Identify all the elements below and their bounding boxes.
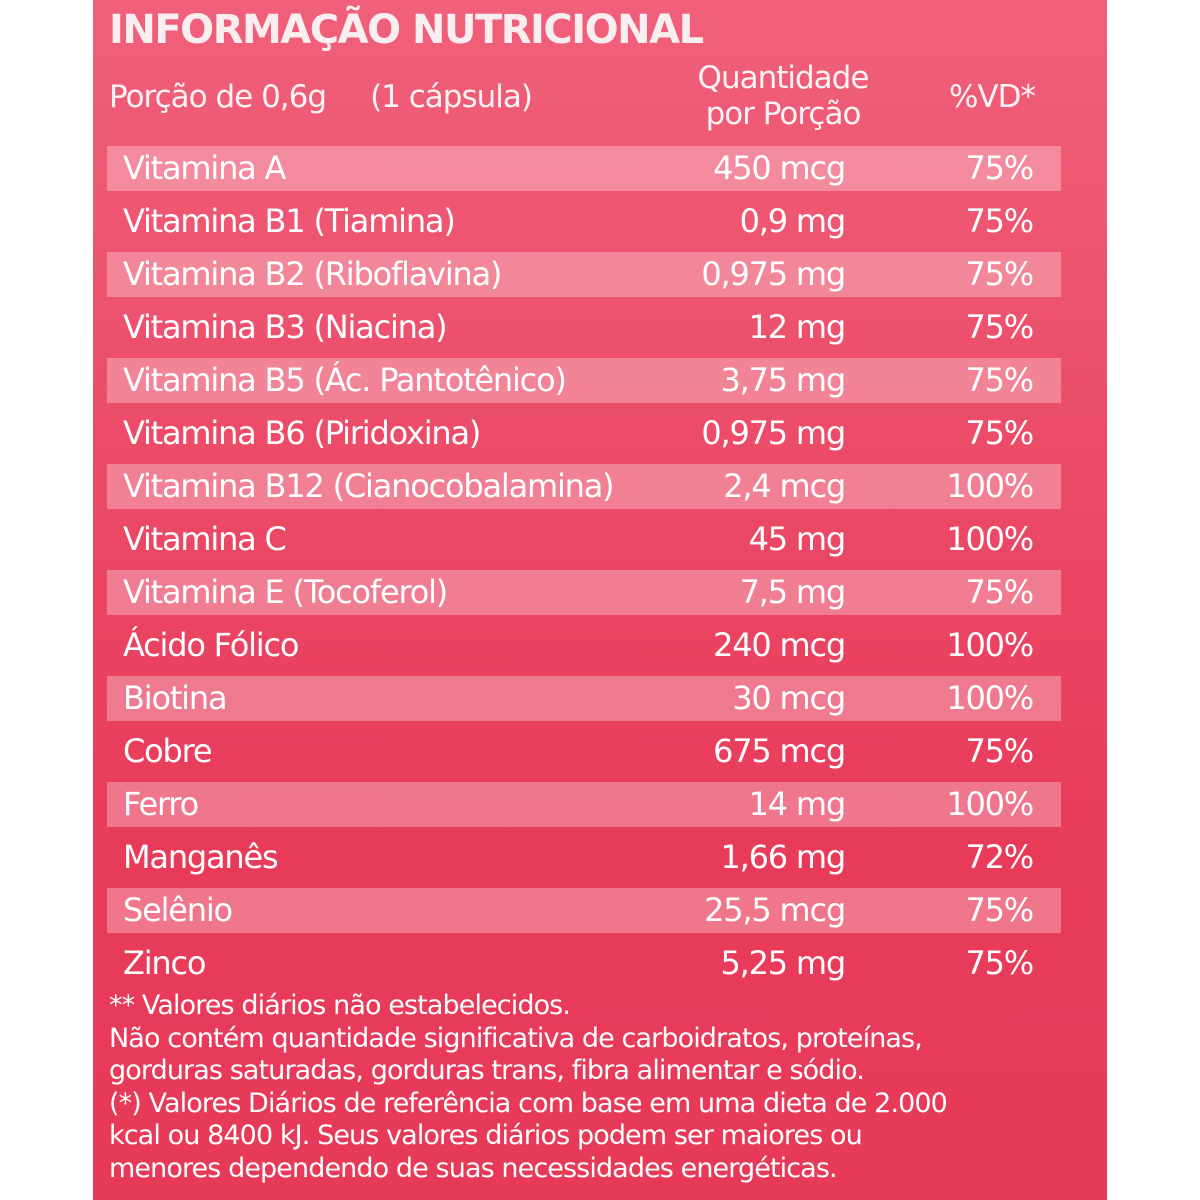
table-row: Vitamina B1 (Tiamina) 0,9 mg 75% xyxy=(107,199,1061,244)
table-row: Biotina 30 mcg 100% xyxy=(107,676,1061,721)
nutrient-daily-value: 75% xyxy=(965,732,1034,770)
nutrient-daily-value: 75% xyxy=(965,944,1034,982)
nutrient-amount: 3,75 mg xyxy=(720,361,846,399)
nutrient-name: Vitamina B5 (Ác. Pantotênico) xyxy=(123,361,567,399)
table-row: Vitamina B3 (Niacina) 12 mg 75% xyxy=(107,305,1061,350)
panel-title: INFORMAÇÃO NUTRICIONAL xyxy=(109,7,704,53)
nutrition-facts-panel: INFORMAÇÃO NUTRICIONAL Porção de 0,6g (1 … xyxy=(93,0,1107,1200)
nutrient-daily-value: 72% xyxy=(965,838,1034,876)
nutrient-daily-value: 100% xyxy=(946,785,1034,823)
table-row: Vitamina B2 (Riboflavina) 0,975 mg 75% xyxy=(107,252,1061,297)
nutrient-daily-value: 75% xyxy=(965,149,1034,187)
nutrient-amount: 675 mcg xyxy=(713,732,846,770)
nutrient-daily-value: 75% xyxy=(965,361,1034,399)
nutrient-name: Vitamina B6 (Piridoxina) xyxy=(123,414,481,452)
table-row: Zinco 5,25 mg 75% xyxy=(107,941,1061,986)
nutrient-amount: 0,975 mg xyxy=(701,255,846,293)
nutrient-daily-value: 75% xyxy=(965,891,1034,929)
nutrient-amount: 240 mcg xyxy=(713,626,846,664)
nutrient-amount: 1,66 mg xyxy=(720,838,846,876)
nutrient-daily-value: 75% xyxy=(965,414,1034,452)
nutrient-name: Vitamina B3 (Niacina) xyxy=(123,308,448,346)
table-row: Vitamina A 450 mcg 75% xyxy=(107,146,1061,191)
nutrient-name: Manganês xyxy=(123,838,279,876)
nutrient-amount: 5,25 mg xyxy=(720,944,846,982)
table-row: Cobre 675 mcg 75% xyxy=(107,729,1061,774)
nutrient-amount: 30 mcg xyxy=(732,679,846,717)
nutrient-daily-value: 75% xyxy=(965,308,1034,346)
serving-size: Porção de 0,6g (1 cápsula) xyxy=(109,76,533,118)
nutrient-daily-value: 75% xyxy=(965,573,1034,611)
nutrient-daily-value: 75% xyxy=(965,255,1034,293)
nutrient-name: Vitamina B12 (Cianocobalamina) xyxy=(123,467,615,505)
serving-unit-text: (1 cápsula) xyxy=(370,79,533,115)
table-row: Selênio 25,5 mcg 75% xyxy=(107,888,1061,933)
table-row: Ácido Fólico 240 mcg 100% xyxy=(107,623,1061,668)
nutrient-amount: 25,5 mcg xyxy=(704,891,846,929)
footnotes: ** Valores diários não estabelecidos. Não… xyxy=(109,990,1099,1185)
serving-size-text: Porção de 0,6g xyxy=(109,79,327,115)
nutrient-name: Zinco xyxy=(123,944,206,982)
table-row: Vitamina C 45 mg 100% xyxy=(107,517,1061,562)
nutrient-name: Vitamina C xyxy=(123,520,287,558)
nutrient-name: Ferro xyxy=(123,785,199,823)
nutrient-name: Vitamina E (Tocoferol) xyxy=(123,573,448,611)
nutrient-amount: 0,9 mg xyxy=(739,202,847,240)
table-row: Vitamina B12 (Cianocobalamina) 2,4 mcg 100… xyxy=(107,464,1061,509)
table-row: Vitamina E (Tocoferol) 7,5 mg 75% xyxy=(107,570,1061,615)
footnote-line: ** Valores diários não estabelecidos. xyxy=(109,990,571,1021)
footnote-line: Não contém quantidade significativa de c… xyxy=(109,1022,923,1054)
nutrient-name: Vitamina B1 (Tiamina) xyxy=(123,202,456,240)
column-header-amount: Quantidade por Porção xyxy=(653,60,913,132)
footnote-line: gorduras saturadas, gorduras trans, fibr… xyxy=(109,1055,865,1086)
nutrient-amount: 45 mg xyxy=(748,520,847,558)
footnote-line: kcal ou 8400 kJ. Seus valores diários po… xyxy=(109,1120,863,1151)
nutrient-table: Vitamina A 450 mcg 75% Vitamina B1 (Tiamina… xyxy=(107,146,1061,994)
column-header-daily-value: %VD* xyxy=(948,79,1036,115)
footnote-line: (*) Valores Diários de referência com ba… xyxy=(109,1087,948,1119)
nutrient-amount: 7,5 mg xyxy=(739,573,847,611)
table-row: Vitamina B6 (Piridoxina) 0,975 mg 75% xyxy=(107,411,1061,456)
nutrient-amount: 2,4 mcg xyxy=(723,467,846,505)
column-header-amount-line2: por Porção xyxy=(705,96,862,132)
nutrient-name: Biotina xyxy=(123,679,228,717)
nutrient-daily-value: 75% xyxy=(965,202,1034,240)
nutrient-daily-value: 100% xyxy=(946,467,1034,505)
table-row: Ferro 14 mg 100% xyxy=(107,782,1061,827)
nutrient-name: Cobre xyxy=(123,732,213,770)
nutrient-amount: 0,975 mg xyxy=(701,414,846,452)
column-header-amount-line1: Quantidade xyxy=(697,60,870,96)
nutrient-name: Vitamina B2 (Riboflavina) xyxy=(123,255,503,293)
nutrient-amount: 14 mg xyxy=(748,785,847,823)
footnote-line: menores dependendo de suas necessidades … xyxy=(109,1152,838,1184)
nutrient-name: Ácido Fólico xyxy=(123,626,299,664)
nutrient-daily-value: 100% xyxy=(946,679,1034,717)
table-row: Vitamina B5 (Ác. Pantotênico) 3,75 mg 75% xyxy=(107,358,1061,403)
nutrient-amount: 450 mcg xyxy=(713,149,846,187)
nutrient-daily-value: 100% xyxy=(946,520,1034,558)
nutrient-amount: 12 mg xyxy=(748,308,847,346)
table-row: Manganês 1,66 mg 72% xyxy=(107,835,1061,880)
nutrient-name: Vitamina A xyxy=(123,149,286,187)
nutrient-name: Selênio xyxy=(123,891,233,929)
nutrient-daily-value: 100% xyxy=(946,626,1034,664)
